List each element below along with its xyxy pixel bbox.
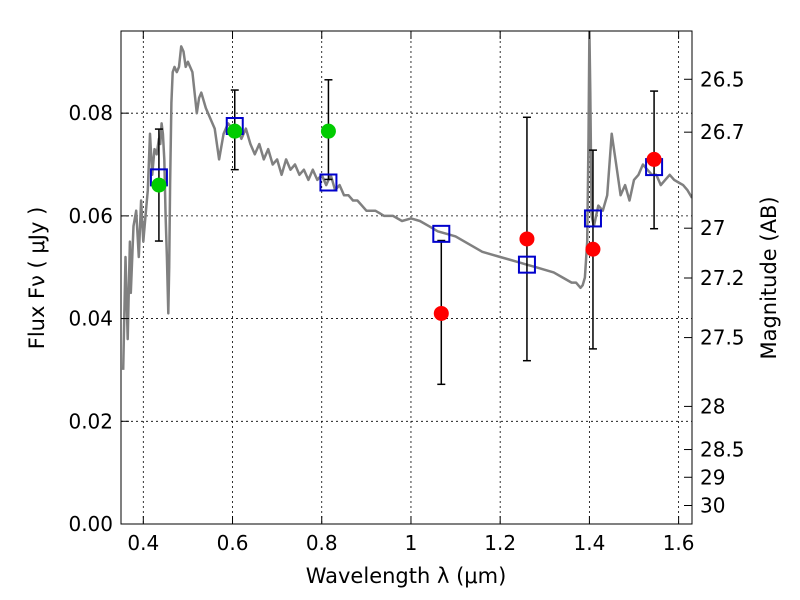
observed-point [433, 305, 449, 321]
observed-point [646, 151, 662, 167]
x-tick-label: 0.4 [127, 531, 159, 555]
model-point [583, 209, 602, 228]
spectrum-line [121, 31, 692, 370]
observed-point [151, 177, 167, 193]
data-layer [121, 31, 692, 386]
right-tick-label: 27 [700, 216, 725, 240]
right-tick-label: 29 [700, 465, 725, 489]
model-point [319, 173, 338, 192]
y-tick-label: 0.08 [68, 101, 113, 125]
right-tick-label: 30 [700, 494, 725, 518]
x-axis-title: Wavelength λ (μm) [306, 564, 507, 588]
x-tick-label: 0.8 [306, 531, 338, 555]
right-tick-label: 28.5 [700, 438, 745, 462]
y-axis-title-right: Magnitude (AB) [757, 196, 781, 359]
right-tick-label: 26.7 [700, 120, 745, 144]
observed-point [227, 123, 243, 139]
y-axis-title: Flux Fν ( μJy ) [25, 207, 49, 350]
observed-point [585, 241, 601, 257]
right-tick-label: 27.5 [700, 326, 745, 350]
right-tick-label: 28 [700, 394, 725, 418]
x-tick-label: 1 [405, 531, 418, 555]
ticks: 0.4 0.6 0.8 1 1.2 1.4 1.6 0.00 0.02 0.04 0.06 0.08 2… [68, 31, 745, 555]
right-tick-label: 26.5 [700, 67, 745, 91]
y-tick-label: 0.06 [68, 204, 113, 228]
y-tick-label: 0.00 [68, 512, 113, 536]
observed-point [519, 231, 535, 247]
x-tick-label: 1.4 [573, 531, 605, 555]
plot-frame [120, 30, 693, 525]
model-point [432, 224, 451, 243]
model-point [517, 255, 536, 274]
plot-background [121, 31, 692, 524]
y-tick-label: 0.02 [68, 409, 113, 433]
y-tick-label: 0.04 [68, 307, 113, 331]
x-tick-label: 1.2 [484, 531, 516, 555]
right-tick-label: 27.2 [700, 266, 745, 290]
x-tick-label: 1.6 [663, 531, 695, 555]
x-tick-label: 0.6 [217, 531, 249, 555]
observed-point [320, 123, 336, 139]
